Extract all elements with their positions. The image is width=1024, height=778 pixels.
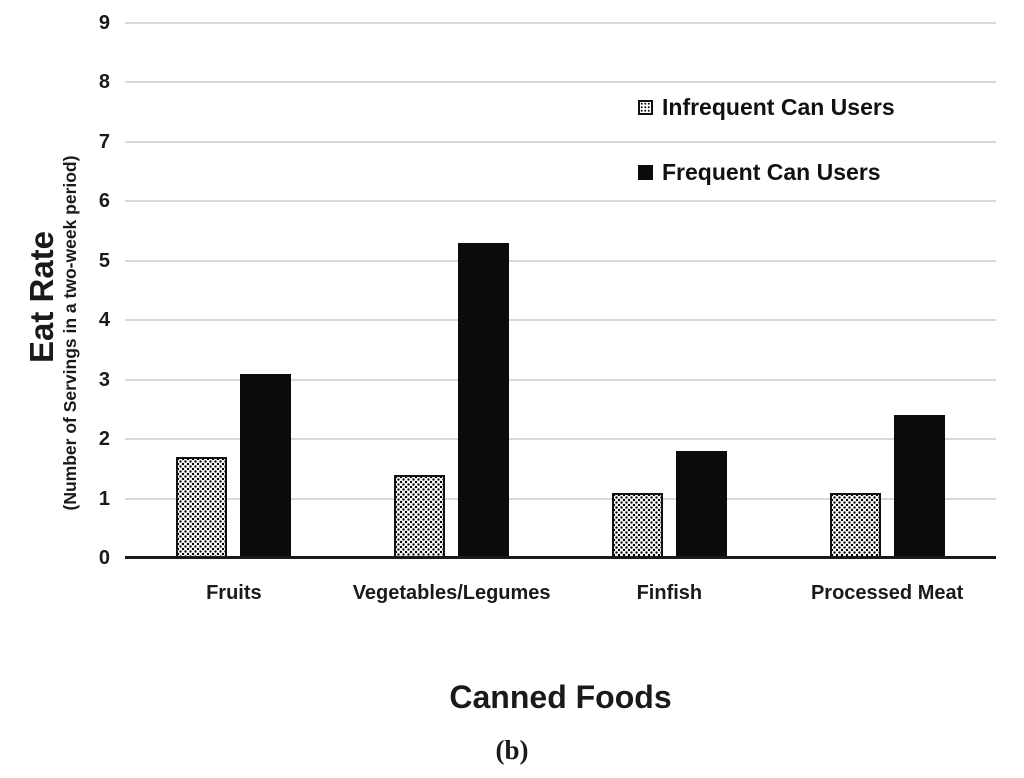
plot-area bbox=[125, 22, 996, 559]
legend-entry-infrequent: Infrequent Can Users bbox=[638, 94, 895, 121]
gridline bbox=[125, 497, 996, 500]
y-axis-ticks: 0 1 2 3 4 5 6 7 8 9 bbox=[50, 13, 110, 568]
legend-entry-frequent: Frequent Can Users bbox=[638, 159, 895, 186]
bar-stipple bbox=[611, 492, 663, 558]
bar-solid bbox=[675, 451, 727, 558]
legend: Infrequent Can Users Frequent Can Users bbox=[638, 94, 895, 186]
legend-label: Infrequent Can Users bbox=[662, 94, 895, 120]
legend-label: Frequent Can Users bbox=[662, 159, 881, 185]
y-tick-label: 3 bbox=[98, 368, 110, 391]
gridline bbox=[125, 438, 996, 441]
x-category-label: Processed Meat bbox=[810, 582, 964, 604]
solid-swatch-icon bbox=[638, 165, 653, 180]
bar-solid bbox=[240, 373, 292, 558]
x-category-label: Fruits bbox=[206, 582, 262, 604]
y-tick-label: 6 bbox=[98, 190, 110, 213]
gridline bbox=[125, 200, 996, 203]
bar-groups bbox=[125, 23, 996, 558]
y-tick-label: 1 bbox=[98, 487, 110, 510]
bar-stipple bbox=[829, 492, 881, 558]
y-tick-label: 0 bbox=[98, 547, 110, 569]
bar-group bbox=[125, 23, 343, 558]
y-tick-label: 5 bbox=[98, 249, 110, 272]
y-tick-label: 7 bbox=[98, 130, 110, 153]
gridline bbox=[125, 378, 996, 381]
bar-stipple bbox=[176, 456, 228, 558]
bar-solid bbox=[893, 415, 945, 558]
gridline bbox=[125, 22, 996, 24]
gridline bbox=[125, 259, 996, 262]
x-category-labels: Fruits Vegetables/Legumes Finfish Processed… bbox=[125, 582, 996, 605]
x-category-label: Vegetables/Legumes bbox=[352, 582, 551, 604]
x-axis-line bbox=[125, 556, 996, 559]
gridline bbox=[125, 319, 996, 322]
bar-group bbox=[343, 23, 561, 558]
bar-stipple bbox=[394, 474, 446, 558]
gridline bbox=[125, 81, 996, 84]
bar-solid bbox=[458, 242, 510, 558]
stipple-swatch-icon bbox=[638, 100, 653, 115]
y-tick-label: 8 bbox=[98, 71, 110, 94]
y-tick-label: 9 bbox=[98, 12, 110, 34]
y-tick-label: 4 bbox=[98, 309, 110, 332]
y-tick-label: 2 bbox=[98, 428, 110, 451]
x-axis-title: Canned Foods bbox=[449, 679, 672, 715]
figure-caption: (b) bbox=[495, 735, 529, 765]
x-category-label: Finfish bbox=[636, 582, 703, 604]
gridline bbox=[125, 140, 996, 143]
